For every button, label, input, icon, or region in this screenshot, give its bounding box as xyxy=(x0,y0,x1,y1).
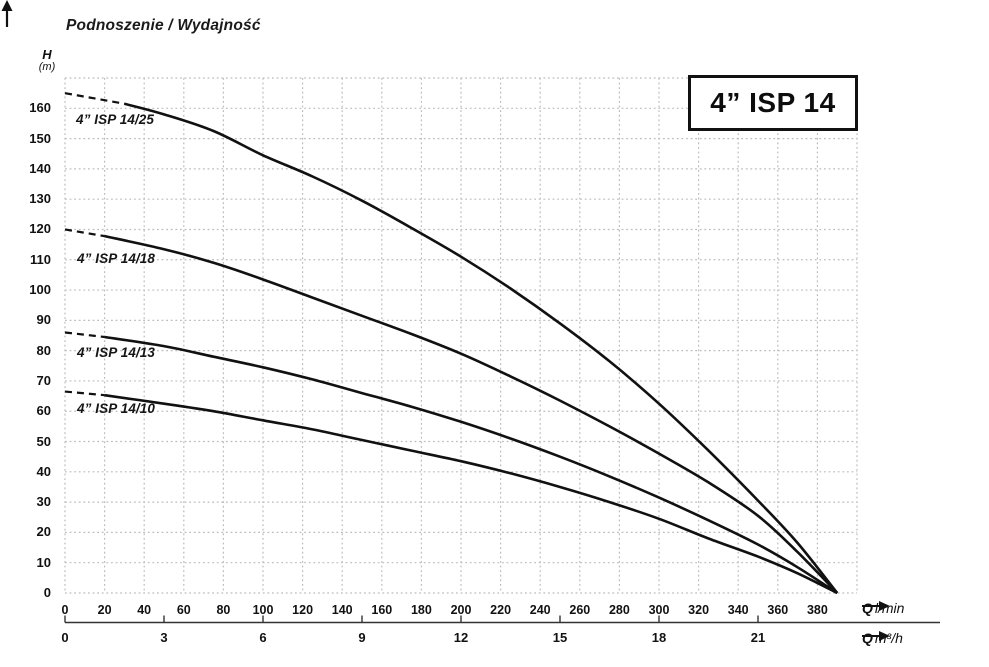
x-tick-label-m3h: 21 xyxy=(750,630,766,645)
pump-curve-isp-14-18 xyxy=(104,234,839,594)
y-tick-label: 140 xyxy=(29,160,51,176)
x-tick-label-m3h: 12 xyxy=(453,630,469,645)
y-tick-label: 80 xyxy=(36,342,51,358)
y-tick-label: 30 xyxy=(36,494,51,510)
y-tick-label: 40 xyxy=(36,463,51,479)
up-arrow-icon xyxy=(1,0,13,27)
x-tick-label-lmin: 320 xyxy=(688,603,710,617)
curve-label-isp-14-13: 4” ISP 14/13 xyxy=(77,345,156,360)
y-tick-label: 20 xyxy=(36,524,51,540)
y-tick-label: 0 xyxy=(43,585,51,600)
y-tick-label: 130 xyxy=(29,191,51,207)
x-tick-label-m3h: 0 xyxy=(61,630,69,645)
x-tick-label-lmin: 200 xyxy=(450,603,472,617)
x-tick-label-lmin: 300 xyxy=(648,603,670,617)
x-tick-label-lmin: 260 xyxy=(569,603,591,617)
y-tick-label: 160 xyxy=(29,100,51,116)
curve-label-isp-14-10: 4” ISP 14/10 xyxy=(77,401,156,416)
x-tick-label-lmin: 80 xyxy=(216,603,231,617)
x-tick-label-lmin: 100 xyxy=(252,603,274,617)
curve-label-isp-14-18: 4” ISP 14/18 xyxy=(77,251,156,266)
y-tick-label: 150 xyxy=(29,130,51,146)
x-tick-label-m3h: 9 xyxy=(358,630,366,645)
x-tick-label-lmin: 280 xyxy=(608,603,630,617)
x-tick-label-lmin: 180 xyxy=(410,603,432,617)
x-tick-label-lmin: 60 xyxy=(176,603,191,617)
x-tick-label-m3h: 15 xyxy=(552,630,568,645)
pump-curve-leadin-isp-14-13 xyxy=(64,331,105,339)
y-tick-label: 110 xyxy=(30,251,51,267)
x-tick-label-m3h: 18 xyxy=(651,630,667,645)
x-tick-label-lmin: 340 xyxy=(727,603,749,617)
model-box-label: 4” ISP 14 xyxy=(710,87,836,118)
x-tick-label-lmin: 120 xyxy=(292,603,314,617)
pump-curve-leadin-isp-14-10 xyxy=(64,390,105,397)
right-arrow-icon xyxy=(862,601,890,611)
grid-lines xyxy=(64,77,858,594)
pump-curve-isp-14-10 xyxy=(104,393,838,595)
model-box: 4” ISP 14 xyxy=(688,75,858,131)
y-tick-label: 120 xyxy=(29,221,51,237)
y-axis-symbol: H xyxy=(42,47,52,62)
y-tick-label: 60 xyxy=(36,403,51,419)
y-tick-label: 50 xyxy=(36,433,51,449)
x-tick-label-lmin: 20 xyxy=(97,603,112,617)
secondary-x-axis xyxy=(64,615,940,624)
y-tick-label: 10 xyxy=(36,554,51,570)
y-axis-unit: (m) xyxy=(38,61,56,73)
pump-curve-leadin-isp-14-18 xyxy=(64,228,105,238)
x-tick-label-m3h: 3 xyxy=(160,630,168,645)
x-tick-label-m3h: 6 xyxy=(259,630,267,645)
x-tick-label-lmin: 160 xyxy=(371,603,393,617)
x-tick-label-lmin: 0 xyxy=(61,603,69,617)
pump-curve-isp-14-13 xyxy=(104,335,838,595)
x-tick-label-lmin: 240 xyxy=(529,603,551,617)
curve-label-isp-14-25: 4” ISP 14/25 xyxy=(76,112,155,127)
q-symbol: Q xyxy=(862,630,873,646)
x-tick-label-lmin: 220 xyxy=(490,603,512,617)
q-symbol: Q xyxy=(862,600,873,616)
x-tick-label-lmin: 360 xyxy=(767,603,789,617)
y-tick-label: 90 xyxy=(36,312,51,328)
x-tick-label-lmin: 40 xyxy=(137,603,152,617)
y-tick-label: 100 xyxy=(29,282,51,298)
right-arrow-icon xyxy=(862,631,890,641)
pump-curve-isp-14-25 xyxy=(124,102,839,594)
chart-title: Podnoszenie / Wydajność xyxy=(66,17,261,34)
pump-curves xyxy=(64,92,839,595)
y-tick-label: 70 xyxy=(36,372,51,388)
x-tick-label-lmin: 380 xyxy=(806,603,828,617)
x-tick-label-lmin: 140 xyxy=(331,603,353,617)
pump-curve-leadin-isp-14-25 xyxy=(64,92,125,105)
